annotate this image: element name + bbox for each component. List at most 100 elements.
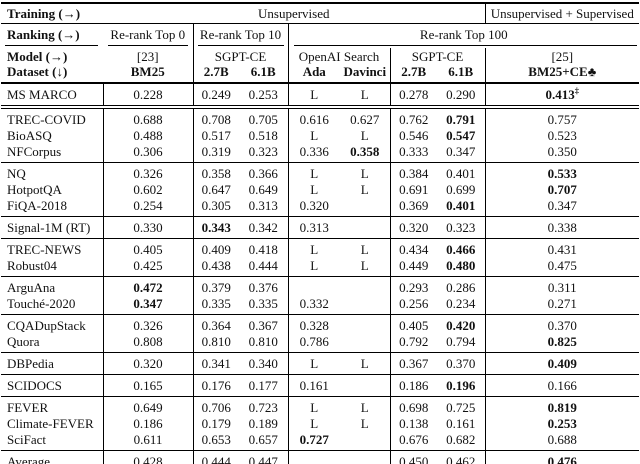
model-label: Model (→): [7, 49, 68, 64]
cell-sgpt-top10-6.1b: 0.189: [239, 415, 289, 432]
rerank-top0-span: Re-rank Top 0: [103, 23, 194, 44]
top0-midrule: [108, 45, 188, 47]
cell-sgpt-top100-2.7b: 0.367: [399, 356, 429, 371]
cell-openai-ada: 0.786: [299, 334, 329, 349]
cell-openai-ada: [288, 277, 340, 296]
cell-sgpt-top10-2.7b: 0.179: [201, 416, 231, 431]
cell-sgpt-top100-2.7b: 0.293: [399, 280, 429, 295]
cell-openai-davinci: [340, 374, 391, 397]
cell-sgpt-top100-2.7b: 0.384: [399, 166, 429, 181]
cell-bm25: 0.488: [103, 127, 194, 144]
cell-sgpt-top10-2.7b: 0.810: [201, 334, 231, 349]
dataset-group-9: FEVER 0.649 0.706 0.723 L L 0.698 0.725 0.819 Cli…: [1, 396, 640, 451]
cell-sgpt-top10-6.1b: 0.313: [239, 197, 289, 217]
cell-sgpt-top100-6.1b: 0.547: [437, 127, 486, 144]
cell-sgpt-top10-2.7b: 0.706: [201, 400, 231, 415]
cell-sgpt-top10-6.1b: 0.340: [239, 352, 289, 375]
cell-sgpt-top10-2.7b: 0.438: [201, 258, 231, 273]
dataset-name: Quora: [1, 333, 104, 353]
cell-bm25: 0.405: [103, 238, 194, 258]
dataset-name: NFCorpus: [1, 143, 104, 163]
cell-sgpt-top10-2.7b: 0.341: [201, 356, 231, 371]
table-row: Climate-FEVER 0.186 0.179 0.189 L L 0.138 0.161…: [1, 415, 639, 432]
col-header-bm25: BM25: [103, 64, 194, 83]
cell-openai-davinci: [340, 450, 391, 464]
cell-sgpt-top100-2.7b: 0.138: [399, 416, 429, 431]
cell-bm25-ce: 0.825: [547, 334, 577, 349]
cell-bm25-ce: 0.350: [547, 144, 577, 159]
cell-openai-davinci: [340, 197, 391, 217]
cell-sgpt-top10-6.1b: 0.705: [239, 107, 289, 128]
dataset-name: SCIDOCS: [1, 374, 104, 397]
dataset-name: FEVER: [1, 396, 104, 416]
cell-openai-ada: 0.313: [299, 220, 329, 235]
cell-sgpt-top100-6.1b: 0.462: [437, 450, 486, 464]
cell-sgpt-top100-6.1b: 0.466: [437, 238, 486, 258]
cell-sgpt-top100-2.7b: 0.762: [399, 112, 429, 127]
cell-sgpt-top100-2.7b: 0.320: [399, 220, 429, 235]
cell-bm25: 0.254: [103, 197, 194, 217]
cell-sgpt-top10-2.7b: 0.708: [201, 112, 231, 127]
cell-sgpt-top100-6.1b: 0.794: [437, 333, 486, 353]
cell-sgpt-top100-6.1b: 0.420: [437, 314, 486, 334]
cell-sgpt-top10-6.1b: 0.418: [239, 238, 289, 258]
cell-sgpt-top10-2.7b: 0.444: [201, 454, 231, 464]
cell-sgpt-top10-6.1b: 0.367: [239, 314, 289, 334]
cell-sgpt-top10-2.7b: 0.653: [201, 432, 231, 447]
cell-sgpt-top10-2.7b: 0.364: [201, 318, 231, 333]
cell-openai-davinci: 0.358: [340, 143, 391, 163]
table-row: HotpotQA 0.602 0.647 0.649 L L 0.691 0.699 0.707: [1, 181, 639, 198]
training-unsupervised-span: Unsupervised: [103, 3, 486, 24]
cell-sgpt-top100-2.7b: 0.792: [399, 334, 429, 349]
model-sgpt-top100: SGPT-CE: [390, 48, 486, 64]
cell-openai-davinci: [340, 295, 391, 315]
cell-sgpt-top100-2.7b: 0.369: [399, 198, 429, 213]
cell-bm25-ce: 0.757: [547, 112, 577, 127]
cell-bm25: 0.326: [103, 314, 194, 334]
cell-sgpt-top10-6.1b: 0.444: [239, 257, 289, 277]
cell-openai-davinci: L: [340, 415, 391, 432]
cell-openai-ada: L: [310, 87, 319, 102]
dataset-name: SciFact: [1, 431, 104, 451]
table-row: TREC-COVID 0.688 0.708 0.705 0.616 0.627 0.762…: [1, 107, 639, 128]
table-row: NFCorpus 0.306 0.319 0.323 0.336 0.358 0.333 0.…: [1, 143, 639, 163]
cell-openai-davinci: [340, 314, 391, 334]
dataset-name: DBPedia: [1, 352, 104, 375]
cell-sgpt-top100-6.1b: 0.725: [437, 396, 486, 416]
dataset-name: Touché-2020: [1, 295, 104, 315]
cell-openai-davinci: L: [340, 181, 391, 198]
cell-openai-davinci: [340, 276, 391, 296]
dataset-label: Dataset (↓): [7, 64, 68, 79]
cell-sgpt-top100-2.7b: 0.278: [399, 87, 429, 102]
cell-openai-davinci: [340, 333, 391, 353]
cell-bm25-ce: 0.413‡: [545, 85, 580, 102]
cell-sgpt-top10-2.7b: 0.319: [201, 144, 231, 159]
cell-bm25: 0.326: [103, 162, 194, 182]
cell-openai-ada: 0.320: [299, 198, 329, 213]
dataset-group-3: Signal-1M (RT) 0.330 0.343 0.342 0.313 0.320 0…: [1, 216, 640, 239]
dataset-name: Signal-1M (RT): [1, 216, 104, 239]
cell-bm25-ce: 0.409: [547, 356, 577, 371]
cell-sgpt-top10-2.7b: 0.176: [201, 378, 231, 393]
table-row: DBPedia 0.320 0.341 0.340 L L 0.367 0.370 0.409: [1, 352, 639, 375]
cell-sgpt-top100-6.1b: 0.370: [437, 352, 486, 375]
cell-openai-ada: L: [310, 166, 319, 181]
training-unsupervised-supervised-span: Unsupervised + Supervised: [484, 3, 640, 24]
column-header-row: Dataset (↓) BM25 2.7B 6.1B Ada Davinci 2…: [1, 64, 639, 83]
dataset-name: BioASQ: [1, 127, 104, 144]
dataset-group-6: CQADupStack 0.326 0.364 0.367 0.328 0.405 0.42…: [1, 314, 640, 353]
cell-sgpt-top100-2.7b: 0.405: [399, 318, 429, 333]
dataset-name: Climate-FEVER: [1, 415, 104, 432]
cell-openai-ada: 0.161: [299, 378, 329, 393]
table-header: Training (→) Unsupervised Unsupervised +…: [1, 3, 640, 83]
cell-sgpt-top100-6.1b: 0.791: [437, 107, 486, 128]
cell-sgpt-top10-6.1b: 0.723: [239, 396, 289, 416]
cell-bm25: 0.425: [103, 257, 194, 277]
dataset-name: NQ: [1, 162, 104, 182]
cell-sgpt-top100-6.1b: 0.196: [437, 374, 486, 397]
cell-sgpt-top100-6.1b: 0.290: [437, 83, 486, 107]
cell-sgpt-top10-2.7b: 0.647: [201, 182, 231, 197]
cell-bm25-ce: 0.338: [547, 220, 577, 235]
cell-bm25-ce: 0.347: [547, 198, 577, 213]
